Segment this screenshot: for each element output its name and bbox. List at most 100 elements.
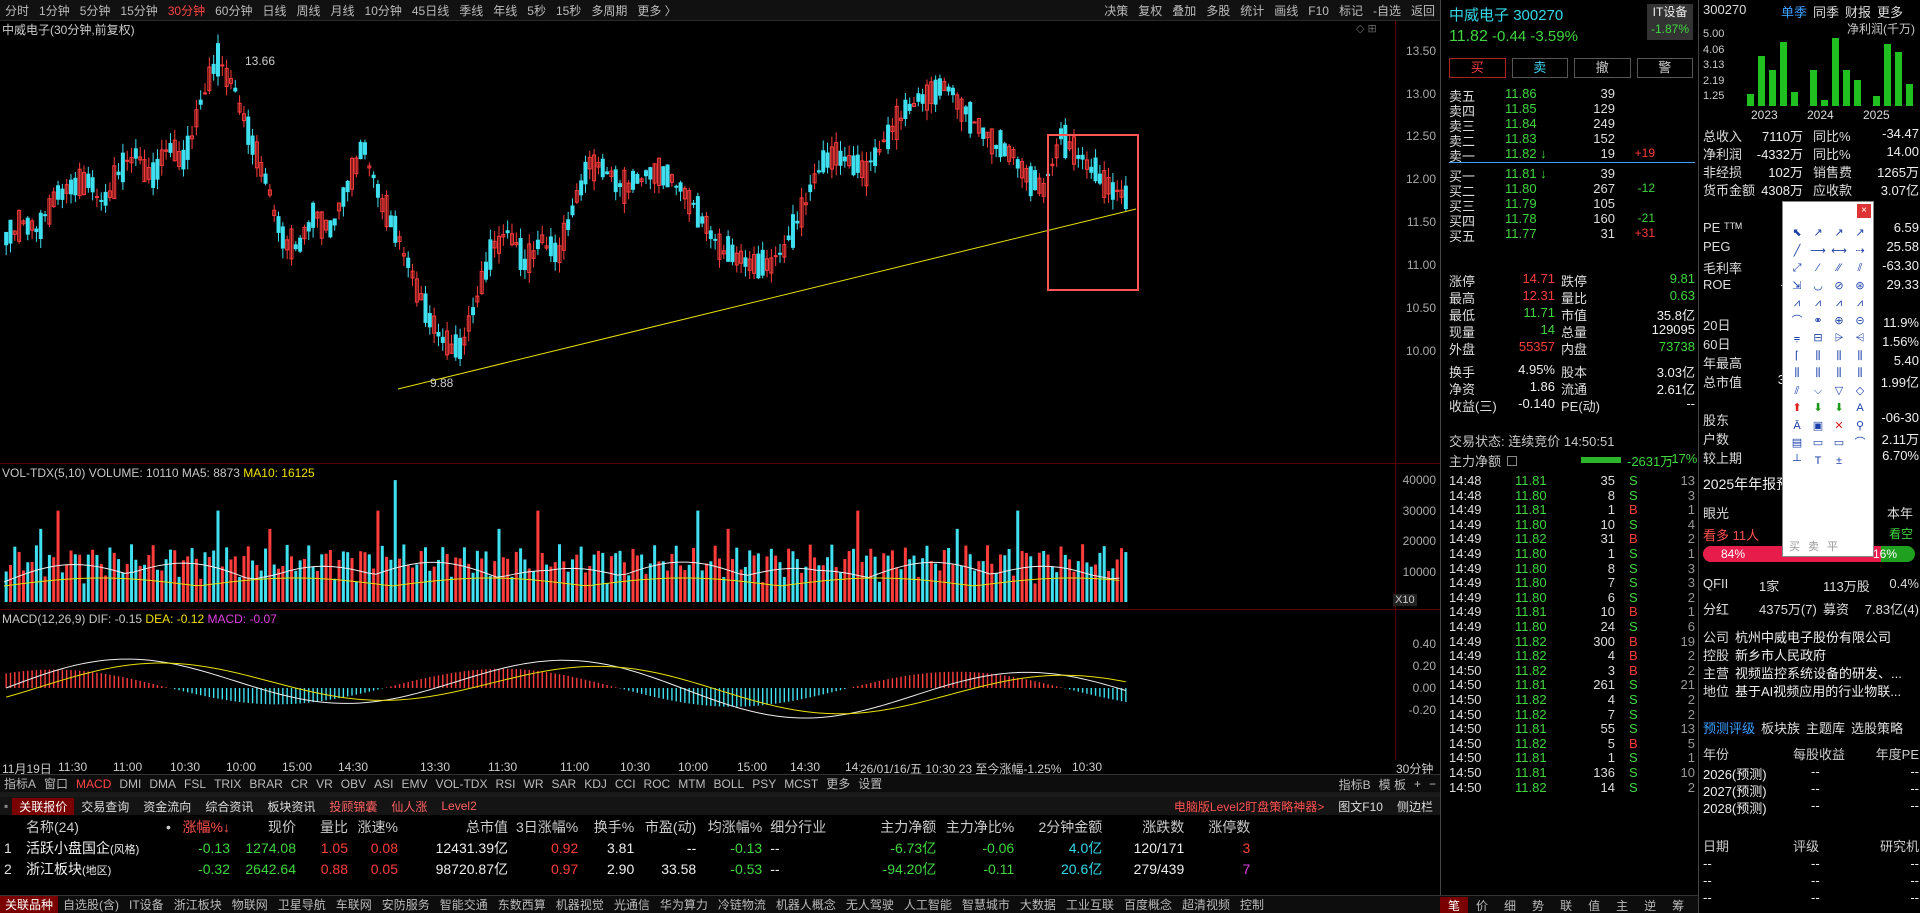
period-tab[interactable]: 周线	[296, 3, 321, 18]
draw-tool-icon[interactable]: ⌵	[1813, 384, 1823, 397]
period-tab[interactable]: 日线	[262, 3, 287, 18]
draw-tool-icon[interactable]: ⩤	[1855, 332, 1865, 344]
draw-tool-icon[interactable]: ▽	[1834, 384, 1844, 397]
draw-tool-icon[interactable]: ⬉	[1792, 227, 1802, 239]
sector-tab[interactable]: 人工智能	[903, 898, 952, 912]
draw-tool-icon[interactable]: ⩘	[1856, 297, 1864, 309]
quote-view-tab[interactable]: 价	[1476, 898, 1489, 913]
sector-tab[interactable]: 百度概念	[1123, 898, 1172, 912]
draw-tool-icon[interactable]: ⫼	[1836, 349, 1842, 362]
period-tab[interactable]: 60分钟	[215, 3, 253, 18]
period-tab[interactable]: 10分钟	[364, 3, 402, 18]
draw-tool-icon[interactable]: ⌈	[1794, 349, 1800, 362]
period-tab[interactable]: 15分钟	[120, 3, 158, 18]
draw-tool-icon[interactable]: ⚭	[1813, 314, 1823, 327]
draw-tool-icon[interactable]: ↗	[1834, 227, 1844, 239]
sector-tab[interactable]: 超清视频	[1181, 898, 1230, 912]
column-header[interactable]: 主力净额	[880, 818, 937, 835]
bottom-tab[interactable]: 交易查询	[81, 799, 130, 814]
draw-tool-icon[interactable]: ↗	[1813, 227, 1823, 239]
period-tab[interactable]: 更多 〉	[637, 3, 677, 18]
draw-tool-icon[interactable]: ⫼	[1815, 349, 1821, 362]
chart-toolbox-icon[interactable]: ◇ ⊞	[1356, 23, 1377, 35]
period-tab[interactable]: 1分钟	[39, 3, 70, 18]
sector-tab[interactable]: 工业互联	[1065, 898, 1114, 912]
draw-tool-icon[interactable]: ⊕	[1834, 314, 1844, 327]
indicator-tab[interactable]: SAR	[551, 776, 577, 791]
indicator-tab[interactable]: PSY	[752, 776, 777, 791]
period-tab[interactable]: 30分钟	[167, 3, 206, 18]
indicator-tab[interactable]: DMI	[119, 776, 142, 791]
draw-tool-icon[interactable]: ↗	[1855, 227, 1865, 239]
draw-tool-icon[interactable]: ⫼	[1857, 367, 1863, 379]
draw-tool-icon[interactable]: ◇	[1855, 384, 1865, 397]
column-header[interactable]: 总市值	[466, 818, 508, 835]
column-header[interactable]: 均涨幅%	[707, 818, 763, 835]
sector-tab[interactable]: 自选股(含)	[63, 898, 120, 912]
indicator-tab[interactable]: VR	[316, 776, 333, 791]
tick-list[interactable]: 14:48 11.81 35 S 13 14:48 11.80 8 S 3 14:49 11.81 1 B…	[1449, 473, 1695, 893]
draw-tool-icon[interactable]: T	[1814, 454, 1822, 467]
rating-tab[interactable]: 板块族	[1761, 721, 1801, 736]
rating-tab[interactable]: 主题库	[1806, 721, 1846, 736]
draw-tool-icon[interactable]: ⟷	[1831, 244, 1847, 257]
trade-button[interactable]: 警	[1636, 58, 1693, 78]
sector-tab[interactable]: 华为算力	[659, 898, 708, 912]
indicator-right-button[interactable]: −	[1428, 777, 1436, 791]
indicator-tab[interactable]: TRIX	[214, 776, 242, 791]
rating-tab[interactable]: 预测评级	[1703, 721, 1756, 736]
draw-tool-icon[interactable]: A	[1856, 402, 1864, 414]
panel-toggle-icon[interactable]: ▪	[4, 799, 9, 813]
sector-tab[interactable]: 车联网	[335, 898, 372, 912]
draw-tool-icon[interactable]: ⌒	[1791, 314, 1803, 327]
sector-tab[interactable]: 浙江板块	[173, 898, 222, 912]
indicator-tab[interactable]: FSL	[184, 776, 207, 791]
indicator-tab[interactable]: OBV	[340, 776, 367, 791]
draw-tool-icon[interactable]: ⫼	[1794, 367, 1800, 379]
sector-tab[interactable]: 卫星导航	[277, 898, 326, 912]
table-row[interactable]: 1 活跃小盘国企(风格) -0.13 1274.08 1.05 0.08 12431.39亿…	[0, 837, 1254, 858]
draw-tool-icon[interactable]: ⊛	[1855, 279, 1865, 292]
trade-button[interactable]: 撤	[1574, 58, 1631, 78]
quote-view-tab[interactable]: 主	[1616, 898, 1629, 913]
fin-tab[interactable]: 财报	[1845, 5, 1872, 20]
draw-tool-icon[interactable]: ⌒	[1854, 437, 1866, 449]
draw-tool-icon[interactable]: ⊝	[1855, 314, 1865, 327]
sector-tab[interactable]: 东数西算	[497, 898, 546, 912]
tool-button[interactable]: 返回	[1410, 4, 1435, 18]
indicator-tab[interactable]: MCST	[784, 776, 819, 791]
draw-tool-icon[interactable]: ▣	[1812, 419, 1824, 432]
draw-tool-icon[interactable]: ⫽	[1794, 384, 1800, 397]
bottom-tab[interactable]: 投顾锦囊	[329, 799, 378, 814]
indicator-tab[interactable]: ROC	[643, 776, 671, 791]
bottom-tab[interactable]: 板块资讯	[267, 799, 316, 814]
indicator-tab[interactable]: 指标A	[4, 777, 37, 791]
palette-close-button[interactable]: ×	[1857, 204, 1871, 218]
period-tab[interactable]: 年线	[493, 3, 518, 18]
period-tab[interactable]: 分时	[5, 3, 30, 18]
quote-view-tab[interactable]: 细	[1504, 898, 1517, 913]
draw-tool-icon[interactable]: ◡	[1813, 279, 1823, 292]
draw-tool-icon[interactable]: ⊘	[1834, 279, 1844, 292]
draw-tool-icon[interactable]: ⫽	[1857, 262, 1863, 274]
indicator-tab[interactable]: 窗口	[44, 777, 69, 791]
column-header[interactable]: •	[166, 818, 171, 835]
tool-button[interactable]: 统计	[1240, 4, 1265, 18]
indicator-tab[interactable]: MACD	[76, 776, 112, 791]
column-header[interactable]: 3日涨幅%	[516, 818, 579, 835]
draw-tool-icon[interactable]: ⩘	[1793, 297, 1801, 309]
sector-tab[interactable]: 机器视觉	[555, 898, 604, 912]
column-header[interactable]: 涨跌数	[1142, 818, 1185, 835]
period-tab[interactable]: 5秒	[527, 3, 546, 18]
draw-tool-icon[interactable]: ⫼	[1836, 367, 1842, 379]
draw-tool-icon[interactable]: ╱	[1793, 244, 1801, 257]
period-tab[interactable]: 15秒	[555, 3, 582, 18]
tool-button[interactable]: 标记	[1338, 4, 1363, 18]
column-header[interactable]: 主力净比%	[945, 818, 1015, 835]
tool-button[interactable]: F10	[1308, 3, 1329, 18]
quote-view-tab[interactable]: 筹	[1672, 898, 1685, 913]
level2-promo[interactable]: 电脑版Level2盯盘策略神器>	[1173, 799, 1325, 814]
column-header[interactable]: 涨停数	[1208, 818, 1251, 835]
indicator-right-button[interactable]: 模 板	[1378, 777, 1406, 792]
rating-tab[interactable]: 选股策略	[1851, 721, 1904, 736]
